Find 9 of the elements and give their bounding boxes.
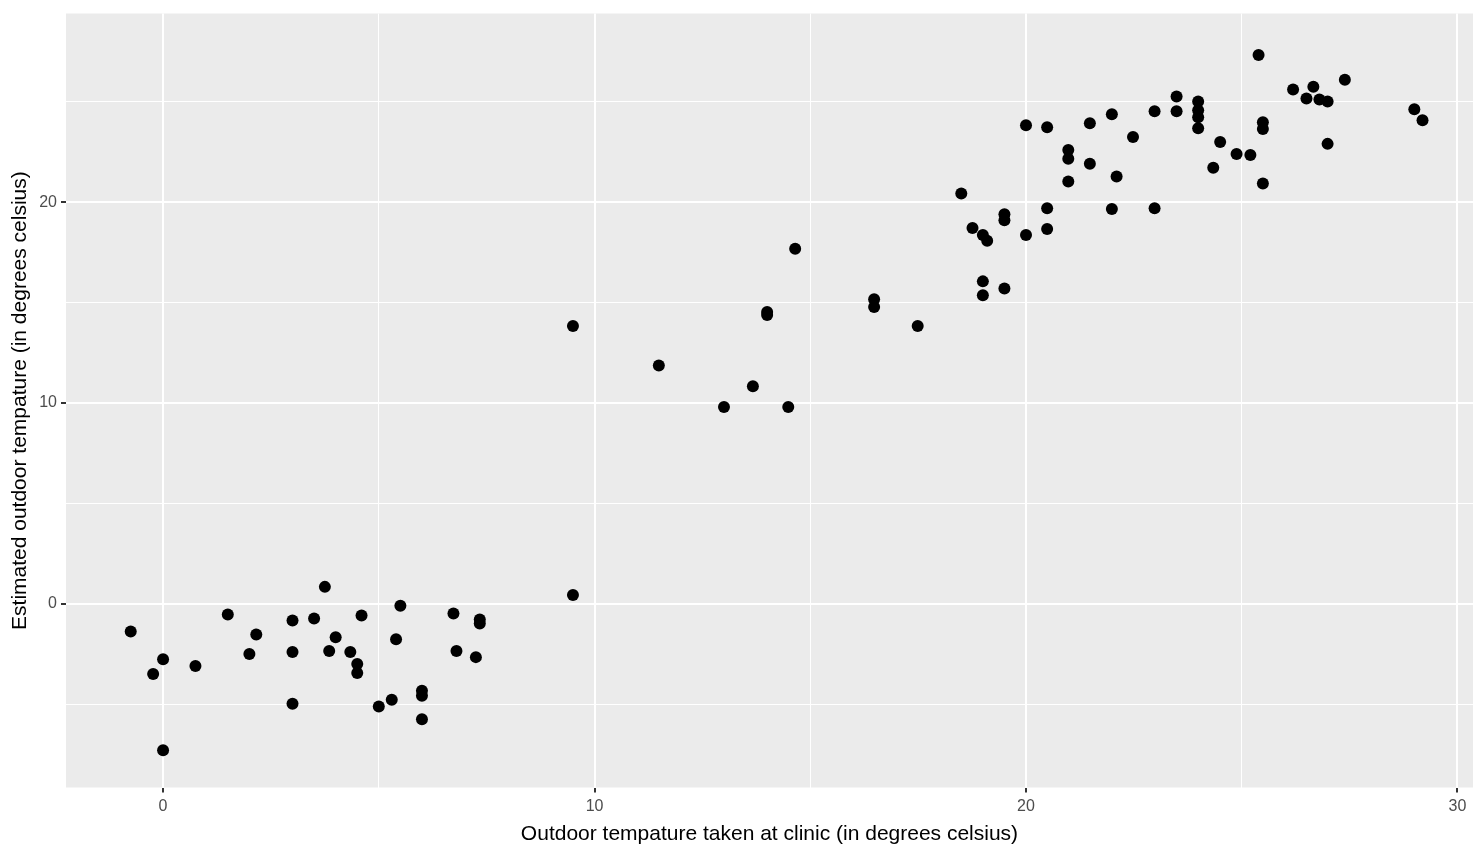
x-tick-label: 10	[585, 796, 604, 814]
x-tick-label: 20	[1017, 796, 1035, 814]
y-axis-title: Estimated outdoor tempature (in degrees celsius)	[7, 171, 31, 630]
y-tick-label: 20	[39, 192, 58, 210]
y-tick-label: 0	[48, 594, 58, 612]
y-tick-label: 10	[39, 393, 58, 411]
x-tick-label: 0	[158, 796, 168, 814]
x-tick-label: 30	[1448, 796, 1467, 814]
x-axis-title: Outdoor tempature taken at clinic (in degrees celsius)	[520, 821, 1019, 845]
